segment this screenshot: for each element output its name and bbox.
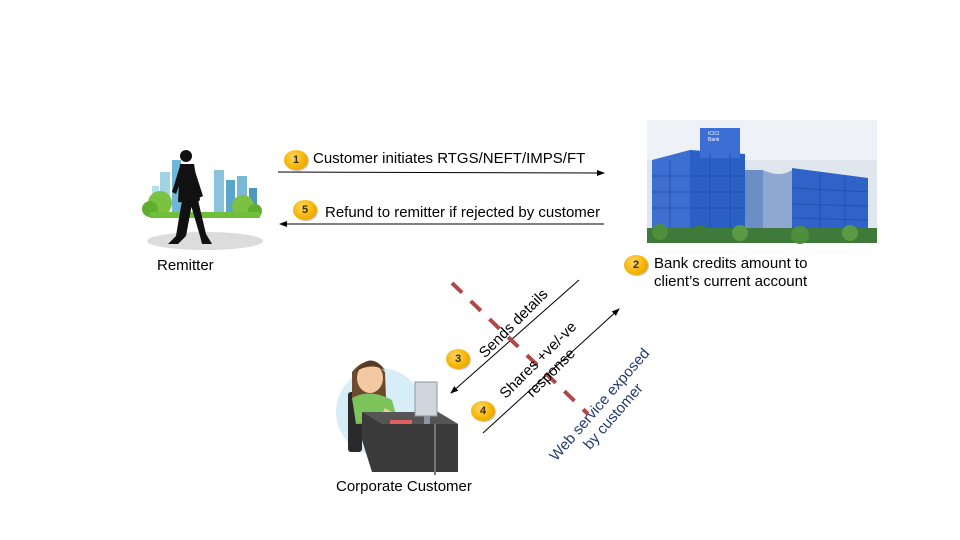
step-2-label: Bank credits amount to client’s current … bbox=[654, 255, 807, 291]
remitter-illustration bbox=[142, 150, 263, 250]
web-service-boundary-line bbox=[450, 281, 590, 416]
corporate-customer-illustration bbox=[336, 360, 458, 475]
step-3-badge: 3 bbox=[446, 349, 470, 369]
arrow-shares-response bbox=[482, 308, 620, 434]
building-sign-line2: Bank bbox=[708, 137, 720, 143]
step-2-label-line2: client’s current account bbox=[654, 273, 808, 290]
arrow-sends-details bbox=[450, 279, 580, 394]
step-2-label-line1: Bank credits amount to bbox=[654, 255, 808, 272]
building-sign-line1: ICICI bbox=[708, 131, 720, 137]
step-4-badge: 4 bbox=[471, 401, 495, 421]
step-5-label: Refund to remitter if rejected by custom… bbox=[325, 204, 601, 221]
step-1-label: Customer initiates RTGS/NEFT/IMPS/FT bbox=[313, 150, 586, 167]
step-1-badge: 1 bbox=[284, 150, 308, 170]
remitter-label: Remitter bbox=[157, 257, 214, 274]
step-5-badge: 5 bbox=[293, 200, 317, 220]
corporate-customer-label: Corporate Customer bbox=[336, 478, 472, 495]
step-2-badge: 2 bbox=[624, 255, 648, 275]
building-sign: ICICI Bank bbox=[708, 131, 719, 143]
bank-building-photo bbox=[647, 120, 877, 244]
arrow-initiates bbox=[277, 169, 605, 176]
